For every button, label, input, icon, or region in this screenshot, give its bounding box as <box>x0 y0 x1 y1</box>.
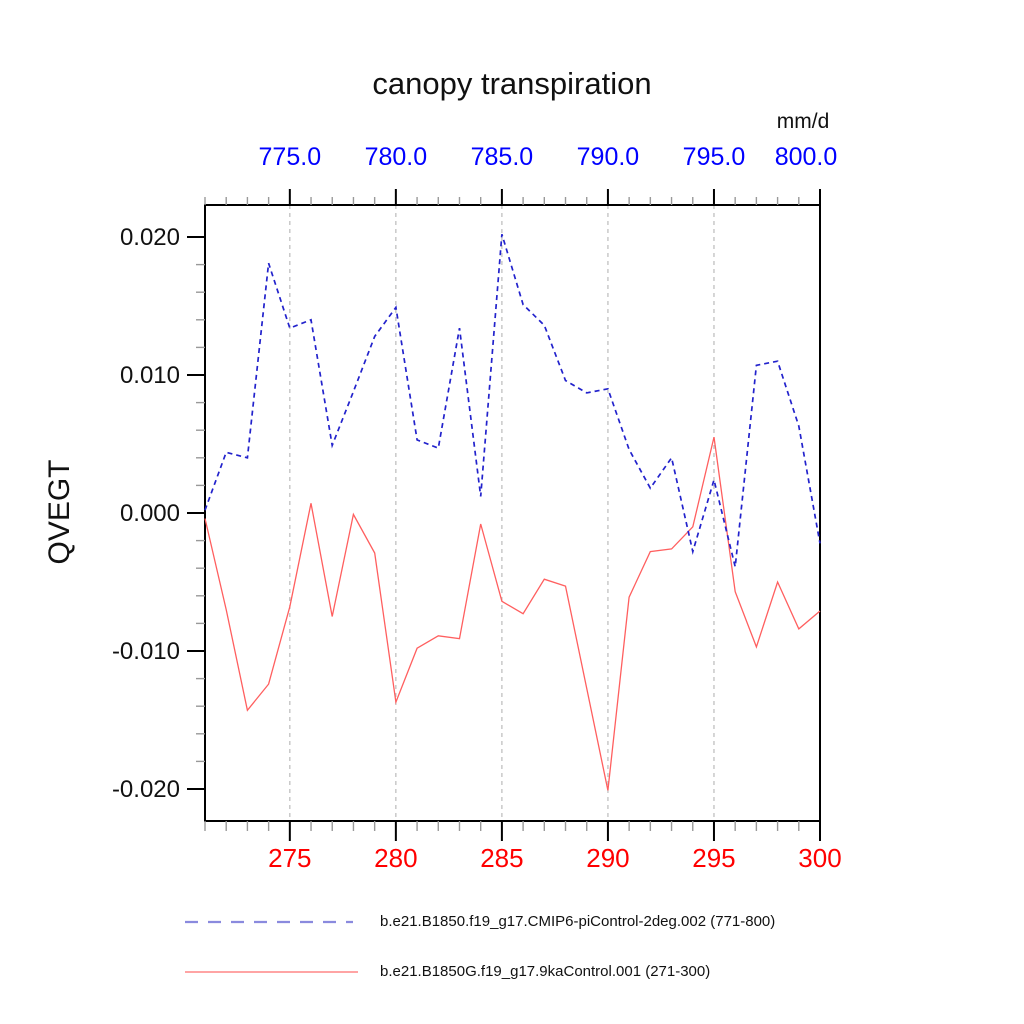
top-tick-label: 775.0 <box>259 143 322 171</box>
bottom-tick-label: 285 <box>480 843 523 873</box>
bottom-tick-label: 290 <box>586 843 629 873</box>
top-tick-label: 800.0 <box>775 143 838 171</box>
top-tick-label: 795.0 <box>683 143 746 171</box>
y-axis-title: QVEGT <box>43 459 76 565</box>
plot-box <box>204 204 821 822</box>
y-tick-label: 0.010 <box>120 362 180 389</box>
red-series-line <box>204 436 821 791</box>
y-tick-label: 0.020 <box>120 224 180 251</box>
y-tick-label: 0.000 <box>120 500 180 527</box>
top-axis-unit-label: mm/d <box>776 110 830 133</box>
top-tick-label: 780.0 <box>365 143 428 171</box>
chart-title: canopy transpiration <box>372 66 652 101</box>
blue-series-line <box>204 233 821 568</box>
bottom-tick-label: 280 <box>374 843 417 873</box>
legend-label-blue-series: b.e21.B1850.f19_g17.CMIP6-piControl-2deg… <box>380 913 776 930</box>
top-tick-label: 785.0 <box>471 143 534 171</box>
y-tick-label: -0.010 <box>112 638 180 665</box>
bottom-tick-label: 300 <box>798 843 841 873</box>
top-tick-label: 790.0 <box>577 143 640 171</box>
bottom-tick-label: 295 <box>692 843 735 873</box>
y-tick-label: -0.020 <box>112 776 180 803</box>
legend-label-red-series: b.e21.B1850G.f19_g17.9kaControl.001 (271… <box>380 963 711 980</box>
bottom-tick-label: 275 <box>268 843 311 873</box>
